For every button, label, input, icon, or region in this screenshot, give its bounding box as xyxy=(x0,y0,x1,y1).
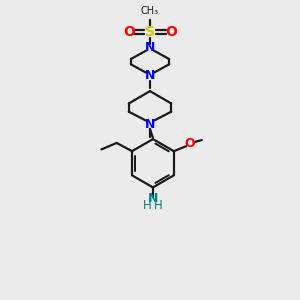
Text: H: H xyxy=(143,199,152,212)
Text: N: N xyxy=(145,41,155,54)
Text: O: O xyxy=(165,25,177,39)
Text: N: N xyxy=(148,192,158,205)
Text: O: O xyxy=(123,25,135,39)
Text: CH₃: CH₃ xyxy=(141,6,159,16)
Text: S: S xyxy=(145,25,155,39)
Text: N: N xyxy=(145,69,155,82)
Text: N: N xyxy=(145,118,155,130)
Text: H: H xyxy=(154,199,163,212)
Text: O: O xyxy=(184,137,195,150)
